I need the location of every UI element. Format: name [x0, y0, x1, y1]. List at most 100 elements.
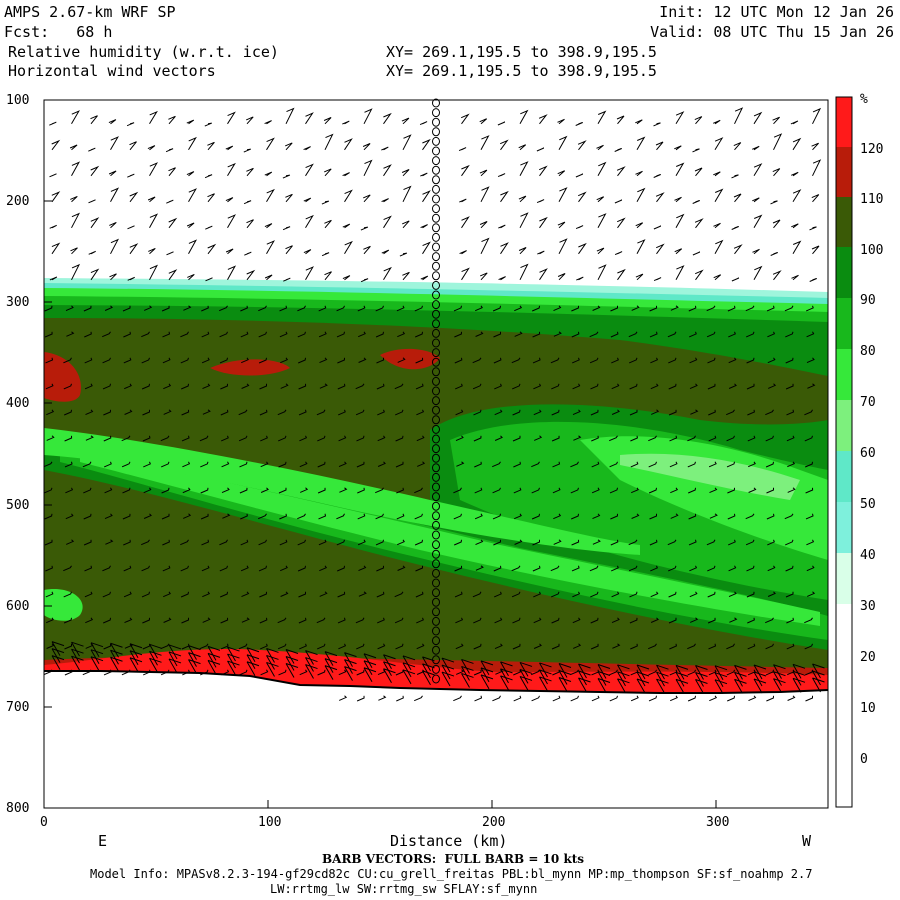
wind-barb: [475, 331, 484, 337]
wind-barb-surface: [714, 665, 728, 680]
wind-barb: [282, 174, 291, 179]
wind-barb: [239, 669, 248, 676]
below-terrain: [44, 671, 828, 808]
wind-barb: [694, 116, 703, 125]
wind-barb: [475, 565, 484, 571]
wind-barb: [609, 669, 618, 676]
wind-barb: [240, 565, 249, 572]
wind-barb: [511, 357, 521, 364]
wind-barb: [283, 277, 291, 282]
wind-barb: [553, 305, 562, 312]
wind-barb-surface: [500, 668, 513, 684]
wind-barb: [383, 266, 392, 281]
wind-barb: [532, 305, 540, 312]
wind-barb: [713, 171, 721, 177]
wind-barb: [357, 487, 365, 494]
wind-barb: [768, 383, 777, 389]
wind-barb: [630, 695, 639, 702]
wind-barb: [706, 305, 716, 312]
wind-barb-surface: [597, 678, 611, 693]
wind-barb: [103, 435, 112, 442]
wind-barb-surface: [129, 657, 143, 673]
wind-barb: [336, 305, 345, 312]
wind-barb: [415, 383, 424, 390]
wind-barb-surface: [441, 664, 455, 680]
wind-barb: [318, 513, 327, 520]
wind-barb: [165, 148, 174, 153]
wind-barb: [731, 277, 740, 282]
wind-barb: [342, 275, 351, 281]
valid-time: Valid: 08 UTC Thu 15 Jan 26: [650, 23, 894, 41]
wind-barb: [745, 513, 755, 520]
wind-barb: [596, 144, 604, 151]
wind-barb: [590, 591, 599, 598]
wind-barb: [338, 461, 347, 468]
wind-barb: [770, 252, 778, 256]
wind-barb: [149, 264, 158, 281]
wind-barb: [83, 305, 92, 312]
wind-barb: [225, 248, 234, 255]
wind-barb: [461, 267, 470, 281]
wind-barb: [709, 695, 718, 702]
wind-barb: [323, 117, 332, 125]
wind-barb: [264, 223, 273, 229]
wind-barb: [123, 591, 132, 598]
profile-marker: [432, 559, 440, 569]
wind-barb: [355, 409, 365, 416]
wind-barb: [246, 269, 256, 281]
wind-barb: [264, 171, 273, 177]
wind-barb: [280, 591, 289, 597]
wind-barb: [342, 172, 350, 177]
wind-barb: [342, 223, 351, 229]
wind-barb: [630, 643, 638, 650]
profile-marker: [432, 578, 440, 588]
wind-barb: [675, 265, 685, 281]
wind-barb: [180, 331, 189, 338]
wind-barb: [551, 643, 560, 650]
wind-barb: [690, 409, 699, 415]
wind-barb: [299, 461, 308, 468]
wind-barb: [376, 591, 385, 598]
wind-barb: [127, 225, 135, 230]
wind-barb: [551, 435, 560, 442]
wind-barb: [492, 487, 501, 494]
colorbar-label: 10: [860, 701, 876, 716]
wind-barb: [221, 435, 229, 442]
wind-barb: [786, 643, 795, 650]
wind-barb: [414, 513, 423, 520]
wind-barb: [689, 591, 698, 598]
wind-barb: [629, 409, 638, 416]
wind-barb: [319, 357, 328, 364]
wind-barb: [688, 305, 697, 312]
wind-barb: [675, 213, 685, 229]
wind-barb: [572, 591, 581, 598]
wind-barb: [473, 669, 482, 676]
wind-barb: [791, 171, 799, 177]
wind-barb: [689, 331, 697, 338]
wind-barb-surface: [285, 663, 299, 678]
wind-barb: [519, 109, 529, 125]
wind-barb: [572, 383, 581, 390]
wind-barb: [285, 142, 293, 151]
wind-barb: [786, 435, 795, 442]
wind-barb: [609, 435, 618, 442]
wind-barb: [127, 276, 135, 281]
wind-barb: [590, 643, 599, 650]
wind-barb: [687, 669, 696, 676]
wind-barb-surface: [539, 676, 552, 692]
wind-barb: [591, 435, 599, 442]
wind-barb: [707, 383, 716, 390]
wind-barb: [277, 409, 287, 416]
wind-barb: [610, 539, 619, 546]
wind-barb: [219, 565, 228, 572]
wind-barb: [121, 435, 131, 442]
wind-barb: [649, 539, 658, 546]
wind-barb: [298, 357, 306, 364]
wind-barb: [163, 383, 172, 390]
wind-barb: [51, 242, 61, 255]
wind-barb: [688, 539, 697, 546]
wind-barb: [707, 565, 716, 572]
wind-barb: [415, 591, 424, 598]
wind-barb: [692, 200, 700, 204]
wind-barb-surface: [324, 658, 338, 673]
